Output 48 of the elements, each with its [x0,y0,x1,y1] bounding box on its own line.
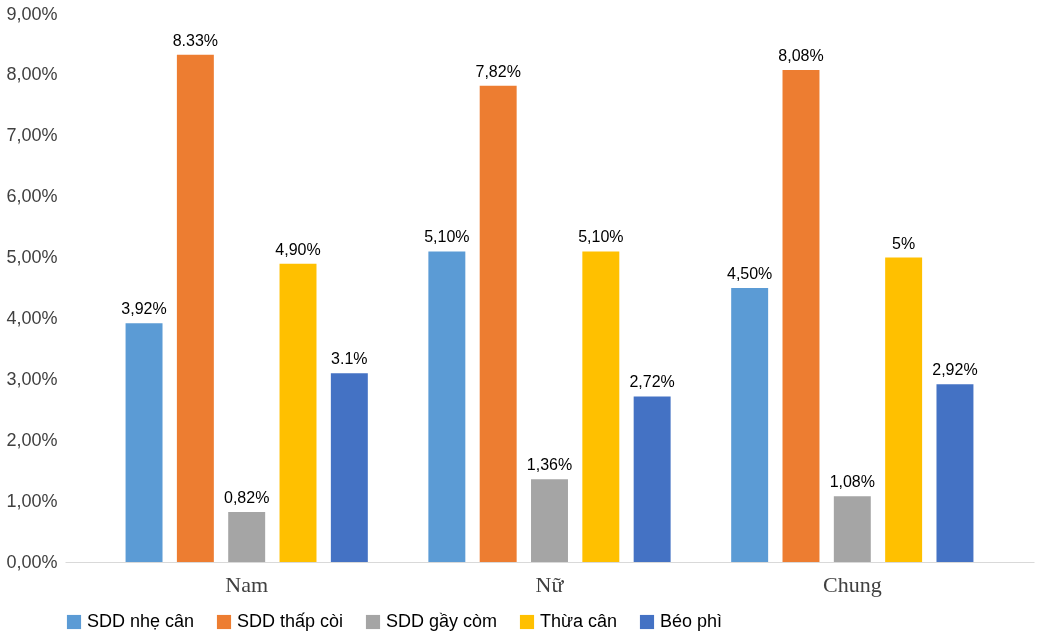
bar [782,70,820,562]
bar [633,396,671,562]
y-tick-label: 4,00% [6,307,58,328]
bar [582,251,620,562]
data-label: 3,92% [121,300,167,318]
y-tick-label: 8,00% [6,64,58,85]
data-label: 5,10% [424,228,470,246]
x-tick-label: Nam [225,571,269,597]
bar [428,251,466,562]
bar [936,384,974,562]
legend-label: SDD thấp còi [237,611,344,631]
legend-label: Béo phì [660,611,723,631]
bar [176,54,214,562]
legend-label: Thừa cân [540,611,618,631]
y-tick-label: 0,00% [6,551,58,572]
y-tick-label: 3,00% [6,368,58,389]
y-tick-label: 5,00% [6,247,58,268]
bar [479,85,517,562]
data-label: 0,82% [224,489,270,507]
data-label: 4,50% [726,265,773,282]
bar [885,257,923,562]
bar [125,323,163,562]
y-tick-label: 7,00% [6,125,58,146]
data-label: 1,36% [526,456,573,474]
data-label: 2,92% [932,361,978,379]
y-tick-label: 9,00% [6,3,58,24]
y-tick-label: 6,00% [6,186,58,207]
data-label: 5,10% [578,228,624,246]
bar [228,512,266,562]
bar [330,373,368,562]
legend-label: SDD nhẹ cân [87,611,195,631]
data-label: 3.1% [331,350,368,368]
bar [279,263,317,562]
data-label: 1,08% [829,473,875,491]
legend-label: SDD gầy còm [386,611,498,631]
y-tick-label: 2,00% [6,429,58,450]
data-label: 4,90% [275,240,321,258]
data-label: 5% [892,234,916,252]
y-tick-label: 1,00% [6,490,58,511]
data-label: 8.33% [172,31,219,49]
x-tick-label: Chung [822,571,882,597]
bar [531,479,568,562]
x-tick-label: Nữ [535,571,565,597]
data-label: 7,82% [475,62,521,80]
data-label: 2,72% [629,373,675,391]
bar [833,496,871,562]
data-label: 8,08% [778,47,824,65]
bar [731,288,769,562]
